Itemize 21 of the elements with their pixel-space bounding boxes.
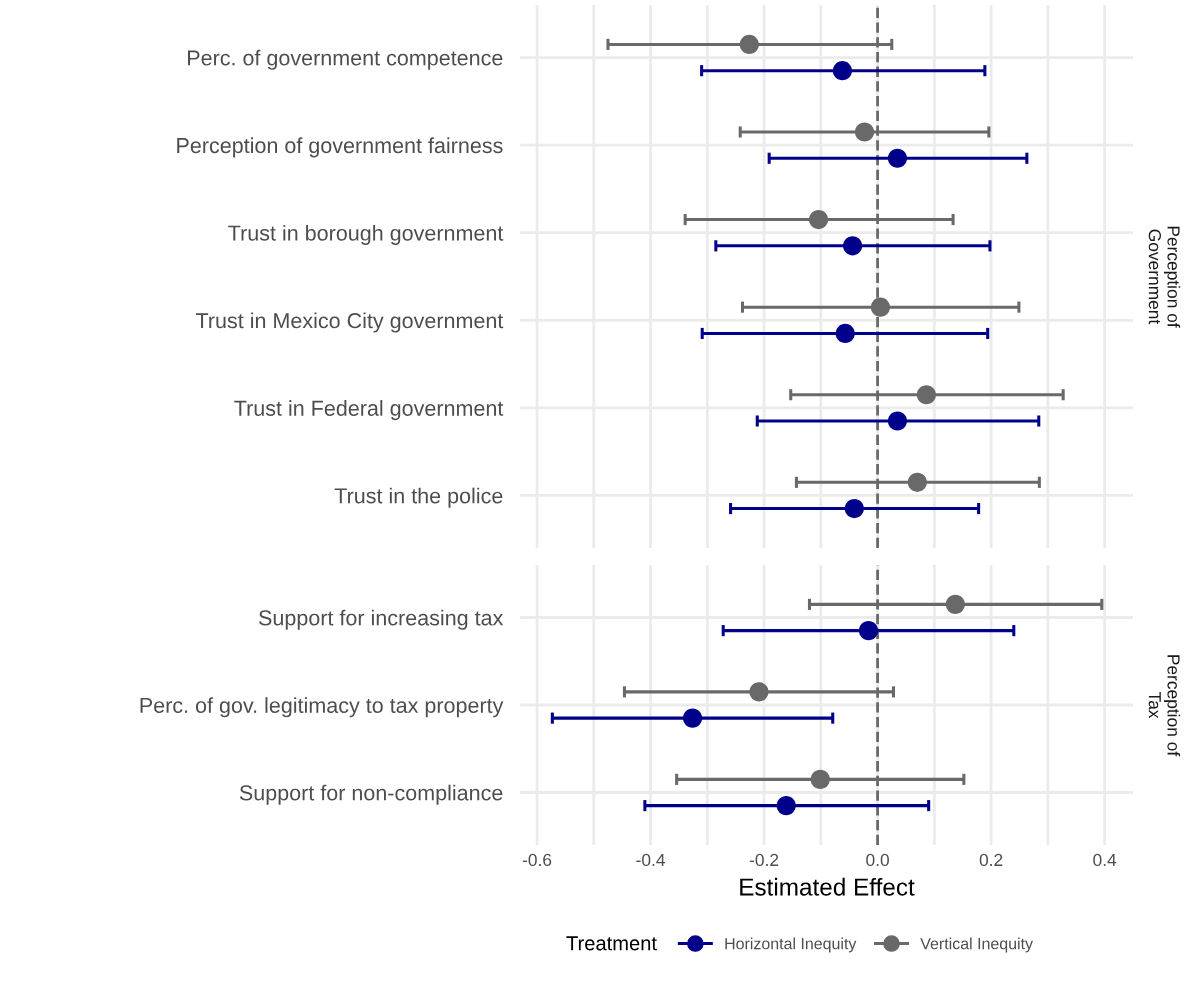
y-tick-label: Trust in Mexico City government: [195, 312, 504, 333]
y-tick-label: Trust in the police: [334, 487, 503, 508]
x-tick-label: 0.2: [979, 853, 1003, 867]
y-tick-label: Trust in borough government: [228, 224, 504, 245]
x-tick-label: -0.2: [749, 853, 779, 867]
y-tick-label: Support for increasing tax: [259, 609, 504, 630]
x-axis-title: Estimated Effect: [740, 877, 915, 896]
text: Perception of Government: [1148, 226, 1181, 328]
x-tick-label: 0.4: [1093, 853, 1117, 867]
y-tick-label: Support for non-compliance: [239, 784, 503, 805]
legend-label: Horizontal Inequity: [725, 937, 857, 953]
legend-label: Vertical Inequity: [920, 937, 1033, 953]
x-tick-label: -0.4: [636, 853, 665, 867]
x-tick-label: 0.0: [866, 853, 889, 867]
y-tick-label: Perception of government fairness: [177, 137, 503, 158]
legend-title: Treatment: [566, 936, 657, 951]
text: Perception of Tax: [1148, 655, 1181, 757]
y-tick-label: Perc. of gov. legitimacy to tax property: [140, 697, 504, 718]
y-tick-label: Perc. of government competence: [188, 49, 503, 70]
y-tick-label: Trust in Federal government: [234, 400, 504, 421]
x-tick-label: -0.6: [522, 853, 552, 867]
